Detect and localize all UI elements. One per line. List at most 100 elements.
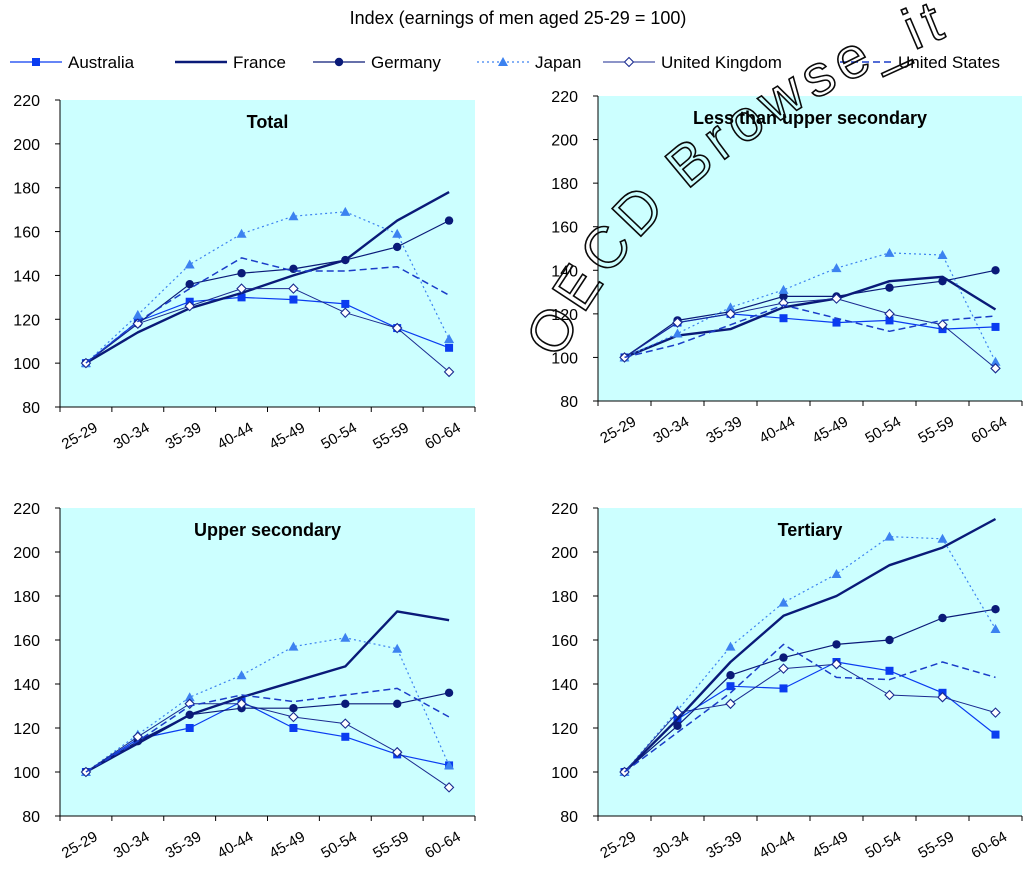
y-tick-label: 180	[13, 589, 40, 606]
data-point-japan	[340, 632, 351, 642]
series-line-united-states	[85, 257, 450, 364]
y-tick-label: 100	[13, 356, 40, 373]
data-point-germany	[938, 276, 947, 286]
data-point-australia	[237, 293, 246, 302]
data-point-germany	[444, 688, 454, 697]
legend-marker-australia	[32, 58, 40, 66]
y-tick-label: 220	[551, 89, 578, 106]
chart-panel-upper-secondary: 80 100 120 140 160 180 200 220 25-29 30-34 35-39 40…	[13, 501, 476, 862]
data-point-australia	[726, 682, 735, 691]
x-tick-label: 30-34	[650, 413, 692, 447]
data-point-germany	[392, 699, 402, 708]
data-point-united-kingdom	[391, 746, 403, 758]
data-point-germany	[444, 216, 454, 225]
data-point-japan	[236, 228, 247, 238]
y-tick-label: 80	[560, 809, 578, 826]
y-tick-label: 100	[13, 765, 40, 782]
y-tick-label: 140	[551, 677, 578, 694]
data-point-united-kingdom	[184, 300, 195, 312]
data-point-japan	[672, 328, 683, 338]
data-point-united-kingdom	[884, 689, 895, 701]
x-tick-label: 25-29	[597, 828, 639, 862]
legend: Australia France Germany Japan United Kingdo…	[10, 53, 1000, 72]
data-point-united-kingdom	[443, 366, 455, 378]
y-tick-label: 140	[551, 263, 578, 280]
data-point-japan	[184, 259, 195, 269]
data-point-germany	[237, 269, 246, 278]
y-tick-label: 220	[13, 93, 40, 110]
data-point-germany	[289, 264, 298, 274]
data-point-japan	[831, 569, 842, 578]
series-united-states	[624, 643, 996, 773]
data-point-japan	[444, 334, 455, 344]
series-france	[623, 517, 997, 773]
y-tick-label: 80	[22, 400, 40, 417]
series-line-france	[623, 517, 997, 773]
x-tick-label: 60-64	[968, 828, 1010, 862]
data-point-australia	[445, 343, 454, 352]
legend-item-united-states: United States	[840, 53, 1000, 72]
x-tick-label: 60-64	[422, 828, 464, 862]
panel-title: Upper secondary	[194, 520, 341, 540]
data-point-united-kingdom	[884, 308, 895, 320]
data-point-japan	[725, 302, 736, 312]
x-tick-label: 30-34	[111, 419, 153, 453]
data-point-japan	[444, 760, 455, 770]
series-line-japan	[624, 252, 997, 363]
series-united-states	[85, 687, 450, 773]
chart-panel-tertiary: 80 100 120 140 160 180 200 220 25-29 30-34 35-39 40…	[551, 501, 1023, 862]
chart-panel-less-than-upper-secondary: 80 100 120 140 160 180 200 220 25-29 30-34 35-39 40…	[551, 89, 1023, 447]
legend-label: Australia	[68, 53, 135, 72]
legend-item-united-kingdom: United Kingdom	[603, 53, 782, 72]
y-tick-label: 120	[13, 721, 40, 738]
legend-label: Japan	[535, 53, 581, 72]
x-tick-label: 45-49	[809, 413, 851, 447]
x-tick-label: 50-54	[318, 828, 360, 862]
x-tick-label: 55-59	[370, 828, 412, 862]
series-line-france	[85, 610, 450, 774]
y-tick-label: 80	[22, 809, 40, 826]
data-point-united-kingdom	[672, 707, 683, 718]
plot-area	[598, 508, 1022, 816]
series-line-united-states	[624, 643, 996, 773]
data-point-united-kingdom	[443, 782, 455, 793]
series-france	[85, 191, 450, 365]
data-point-united-kingdom	[236, 283, 247, 294]
series-line-australia	[85, 296, 450, 364]
legend-label: Germany	[371, 53, 441, 72]
chart-panel-total: 80 100 120 140 160 180 200 220 25-29 30-34 35-39 40…	[13, 93, 476, 453]
data-point-australia	[185, 724, 194, 732]
data-point-australia	[991, 322, 1000, 331]
data-point-germany	[885, 283, 894, 292]
data-point-united-kingdom	[937, 691, 948, 703]
x-tick-label: 50-54	[318, 419, 360, 453]
data-point-japan	[340, 206, 351, 216]
series-line-australia	[624, 661, 996, 773]
series-line-united-kingdom	[85, 288, 450, 373]
series-france	[85, 610, 450, 774]
x-tick-label: 40-44	[756, 828, 798, 862]
data-point-germany	[673, 721, 682, 730]
data-point-germany	[779, 653, 788, 662]
y-tick-label: 160	[13, 633, 40, 650]
data-point-australia	[991, 730, 1000, 739]
data-point-germany	[185, 280, 194, 289]
data-point-united-kingdom	[778, 663, 789, 674]
x-tick-label: 40-44	[214, 419, 256, 453]
x-tick-label: 25-29	[59, 419, 101, 453]
data-point-japan	[778, 284, 789, 294]
data-point-united-kingdom	[391, 322, 403, 334]
data-point-australia	[779, 314, 788, 323]
data-point-australia	[779, 684, 788, 693]
data-point-germany	[726, 671, 735, 680]
y-tick-label: 120	[551, 307, 578, 324]
x-tick-label: 55-59	[915, 413, 957, 447]
data-point-australia	[885, 666, 894, 675]
y-tick-label: 140	[13, 677, 40, 694]
series-line-united-kingdom	[624, 298, 996, 369]
data-point-united-kingdom	[288, 711, 299, 723]
series-line-germany	[85, 692, 450, 773]
data-point-japan	[990, 624, 1001, 633]
data-point-germany	[289, 704, 298, 713]
